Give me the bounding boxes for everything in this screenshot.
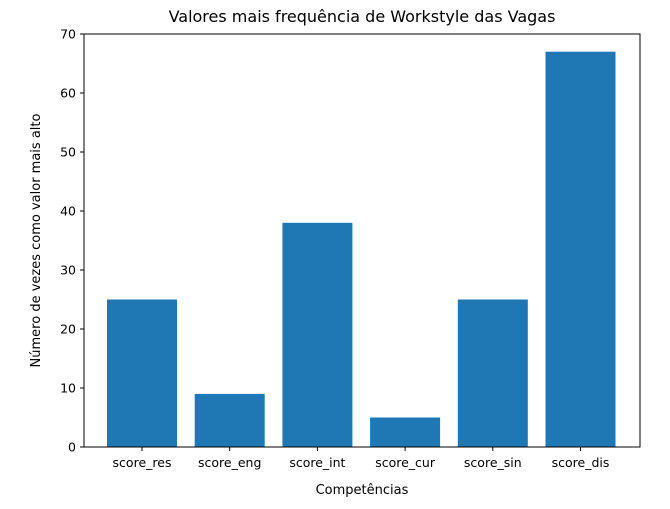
y-tick-label: 50 (60, 145, 76, 160)
bar-score_cur (370, 417, 441, 447)
bar-score_eng (194, 393, 265, 447)
y-tick-label: 60 (60, 86, 76, 101)
x-tick-label: score_dis (552, 455, 610, 470)
bars-group (107, 51, 616, 447)
x-tick-label: score_int (289, 455, 345, 470)
x-axis-label: Competências (316, 483, 409, 498)
y-tick-label: 10 (60, 381, 76, 396)
x-tick-label: score_sin (464, 455, 522, 470)
chart-title: Valores mais frequência de Workstyle das… (169, 7, 556, 26)
y-tick-label: 40 (60, 204, 76, 219)
x-tick-label: score_eng (198, 455, 261, 470)
y-axis-label: Número de vezes como valor mais alto (29, 114, 44, 368)
y-tick-label: 70 (60, 27, 76, 42)
bar-score_int (282, 222, 353, 447)
y-axis: 0 10 20 30 40 50 60 70 (60, 27, 84, 455)
x-axis: score_res score_eng score_int score_cur scor… (113, 447, 610, 470)
x-tick-label: score_res (113, 455, 172, 470)
bar-score_res (107, 299, 177, 447)
y-tick-label: 0 (68, 440, 76, 455)
bar-score_dis (545, 51, 616, 447)
x-tick-label: score_cur (375, 455, 436, 470)
bar-score_sin (457, 299, 528, 447)
plot-frame (83, 33, 641, 448)
y-tick-label: 20 (60, 322, 76, 337)
y-tick-label: 30 (60, 263, 76, 278)
